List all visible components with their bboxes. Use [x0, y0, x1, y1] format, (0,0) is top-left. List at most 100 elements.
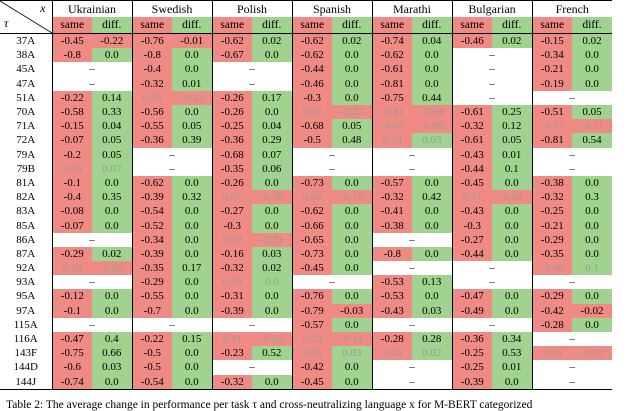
same-value-cell: -0.61	[451, 133, 492, 148]
task-label: 81A	[16, 176, 36, 189]
table-row: 86A – -0.34 0.0 0.09 -0.11 -0.65 0.0– -0.27 0.0 -0…	[0, 232, 612, 247]
diff-value-cell: 0.02	[252, 33, 292, 49]
missing-cell: –	[531, 275, 612, 290]
diff-value-cell: 0.0	[332, 317, 372, 332]
diff-value-cell: 0.03	[412, 303, 452, 318]
diff-value-cell: 0.0	[412, 204, 452, 219]
diff-value-cell: 0.0	[332, 289, 372, 304]
same-value-cell: -0.36	[451, 331, 492, 347]
diff-value-cell: 0.06	[252, 161, 292, 176]
diff-value-cell: 0.0	[172, 175, 212, 191]
diff-value-cell: 0.0	[572, 246, 612, 261]
same-value-cell: -0.57	[371, 175, 412, 191]
same-value-cell: -0.5	[131, 346, 172, 361]
same-value-cell: -0.2	[51, 147, 92, 162]
diff-value-cell: 0.0	[252, 104, 292, 120]
task-label: 72A	[16, 134, 36, 147]
same-value-cell: -0.22	[131, 331, 172, 347]
language-header: Swedish	[131, 0, 212, 17]
same-value-cell: -0.5	[131, 360, 172, 375]
diff-value-cell: 0.0	[172, 218, 212, 233]
missing-cell: –	[531, 360, 612, 375]
task-label: 83A	[16, 205, 36, 218]
same-value-cell: -0.58	[51, 104, 92, 120]
same-value-cell: -0.07	[51, 218, 92, 233]
same-value-cell: -0.27	[451, 232, 492, 247]
same-value-cell: -0.28	[531, 317, 572, 332]
same-value-cell: -0.35	[531, 246, 572, 261]
missing-cell: –	[211, 317, 292, 332]
diff-value-cell: 0.0	[92, 218, 132, 233]
same-value-cell: -0.62	[291, 33, 332, 49]
diff-value-cell: 0.04	[92, 119, 132, 134]
diff-value-cell: 0.0	[252, 175, 292, 191]
diff-value-cell: -0.11	[572, 119, 612, 134]
same-value-cell: -0.79	[291, 303, 332, 318]
same-value-cell: -0.81	[371, 76, 412, 91]
diff-value-cell: 0.0	[332, 62, 372, 77]
missing-cell: –	[291, 147, 372, 162]
missing-cell: –	[531, 161, 612, 176]
diff-value-cell: 0.12	[492, 119, 532, 134]
task-label: 143F	[14, 347, 38, 360]
diff-value-cell: 0.0	[172, 303, 212, 318]
same-value-cell: -0.36	[131, 133, 172, 148]
task-label: 82A	[16, 191, 36, 204]
same-value-cell: -0.66	[291, 218, 332, 233]
diff-value-cell: 0.44	[412, 90, 452, 105]
same-column-header: same	[131, 17, 172, 34]
table-row: 70A -0.58 0.33 -0.56 0.0 -0.26 0.0 0.02 -0.22 -0.…	[0, 104, 612, 120]
table-row: 144J -0.74 0.0 -0.54 0.0 -0.32 0.0 -0.45 0.0– -0.…	[0, 374, 612, 390]
same-value-cell: -0.25	[451, 360, 492, 375]
diff-value-cell: -0.05	[92, 261, 132, 276]
diff-value-cell: 0.02	[332, 33, 372, 49]
diff-value-cell: 0.05	[92, 147, 132, 162]
same-value-cell: -0.74	[371, 33, 412, 49]
diff-value-cell: 0.52	[252, 346, 292, 361]
diff-value-cell: 0.0	[172, 374, 212, 390]
missing-cell: –	[211, 360, 292, 375]
same-value-cell: -0.44	[291, 62, 332, 77]
task-label: 87A	[16, 247, 36, 260]
diff-value-cell: 0.0	[492, 218, 532, 233]
diff-value-cell: 0.14	[92, 90, 132, 105]
same-value-cell: 0.24	[371, 346, 412, 361]
diff-value-cell: 0.0	[332, 246, 372, 261]
language-header: Ukrainian	[51, 0, 132, 17]
diff-value-cell: 0.0	[412, 76, 452, 91]
same-value-cell: -0.21	[531, 218, 572, 233]
results-table: x τ Ukrainian Swedish Polish Spanish Mar…	[0, 0, 612, 390]
same-value-cell: -0.47	[51, 331, 92, 347]
diff-value-cell: 0.0	[572, 48, 612, 63]
task-label: 92A	[16, 262, 36, 275]
same-value-cell: -0.16	[211, 246, 252, 261]
same-value-cell: -0.15	[51, 119, 92, 134]
same-value-cell: -0.53	[371, 289, 412, 304]
same-value-cell: -0.45	[51, 33, 92, 49]
diff-value-cell: 0.07	[92, 161, 132, 176]
missing-cell: –	[531, 331, 612, 347]
diff-value-cell: 0.0	[412, 289, 452, 304]
same-value-cell: -0.23	[211, 346, 252, 361]
same-value-cell: -0.55	[131, 289, 172, 304]
task-label: 85A	[16, 219, 36, 232]
missing-cell: –	[131, 317, 212, 332]
same-value-cell: -0.81	[531, 133, 572, 148]
same-value-cell: -0.47	[451, 289, 492, 304]
diff-value-cell: 0.0	[332, 204, 372, 219]
same-value-cell: -0.08	[371, 119, 412, 134]
diff-value-cell: 0.42	[412, 190, 452, 205]
same-value-cell: -0.67	[211, 48, 252, 63]
same-value-cell: -0.49	[451, 303, 492, 318]
task-label: 45A	[16, 63, 36, 76]
diff-value-cell: -0.02	[572, 346, 612, 361]
same-value-cell: -0.4	[51, 190, 92, 205]
same-value-cell: -0.34	[131, 232, 172, 247]
language-header: Bulgarian	[451, 0, 532, 17]
missing-cell: –	[131, 147, 212, 162]
diff-value-cell: 0.3	[572, 190, 612, 205]
missing-cell: –	[451, 261, 532, 276]
same-value-cell: -0.44	[451, 161, 492, 176]
diff-value-cell: 0.0	[172, 275, 212, 290]
task-label: 93A	[16, 276, 36, 289]
